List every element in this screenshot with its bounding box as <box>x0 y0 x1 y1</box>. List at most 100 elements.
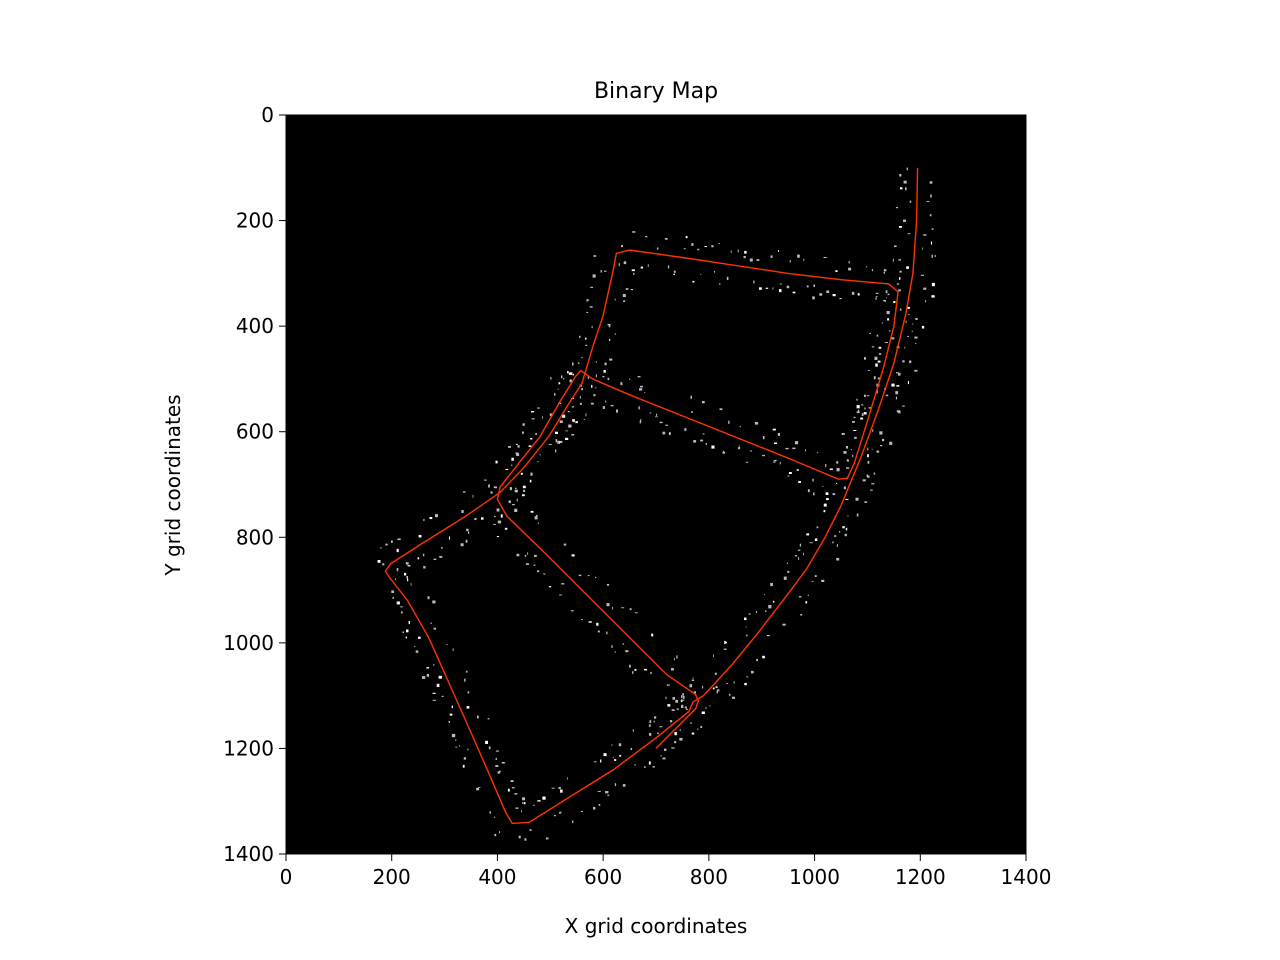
noise-point <box>571 406 574 408</box>
noise-point <box>508 500 511 504</box>
noise-point <box>816 452 819 454</box>
noise-point <box>501 762 505 764</box>
noise-point <box>600 759 602 763</box>
noise-point <box>856 398 858 401</box>
noise-point <box>589 306 593 308</box>
noise-point <box>602 376 605 378</box>
noise-point <box>571 554 575 557</box>
noise-point <box>494 516 496 518</box>
noise-point <box>692 677 694 679</box>
noise-point <box>400 606 403 608</box>
noise-point <box>887 293 890 296</box>
noise-point <box>572 362 574 366</box>
noise-point <box>914 336 918 339</box>
noise-point <box>585 344 588 346</box>
noise-point <box>807 594 809 597</box>
noise-point <box>511 457 514 461</box>
noise-point <box>572 419 575 422</box>
noise-point <box>533 564 536 566</box>
noise-point <box>896 410 900 413</box>
noise-point <box>488 746 491 750</box>
noise-point <box>782 623 786 626</box>
noise-point <box>639 388 643 391</box>
noise-point <box>591 325 593 329</box>
noise-point <box>753 280 755 284</box>
noise-point <box>455 746 458 748</box>
noise-point <box>418 636 421 639</box>
noise-point <box>524 554 527 557</box>
noise-point <box>700 439 704 442</box>
noise-point <box>591 384 593 388</box>
x-tick-label: 400 <box>478 865 516 889</box>
noise-point <box>621 607 625 609</box>
noise-point <box>689 684 693 688</box>
noise-point <box>856 513 859 517</box>
noise-point <box>850 449 852 450</box>
noise-point <box>886 297 887 299</box>
noise-point <box>816 526 819 529</box>
noise-point <box>612 606 613 610</box>
noise-point <box>514 793 518 795</box>
noise-point <box>923 234 927 236</box>
noise-point <box>435 514 438 518</box>
noise-point <box>883 271 885 274</box>
noise-point <box>614 333 617 335</box>
noise-point <box>598 804 601 806</box>
x-axis: 0 200 400 600 800 1000 1200 1400 <box>280 854 1051 889</box>
noise-point <box>558 382 561 385</box>
noise-point <box>490 491 493 494</box>
noise-point <box>713 654 714 658</box>
noise-point <box>625 650 629 653</box>
noise-point <box>483 479 487 481</box>
noise-point <box>726 683 728 684</box>
noise-point <box>452 648 454 652</box>
noise-point <box>407 578 409 582</box>
noise-point <box>500 514 503 518</box>
noise-point <box>693 691 696 694</box>
noise-point <box>705 707 707 709</box>
noise-point <box>929 214 932 217</box>
noise-point <box>432 699 436 701</box>
noise-point <box>684 706 687 709</box>
noise-point <box>777 433 780 436</box>
noise-point <box>555 449 557 453</box>
noise-point <box>723 648 727 650</box>
noise-point <box>600 270 602 273</box>
noise-point <box>879 353 882 355</box>
noise-point <box>532 804 535 806</box>
noise-point <box>887 318 890 321</box>
noise-point <box>606 603 610 607</box>
noise-point <box>772 600 775 603</box>
noise-point <box>509 487 512 491</box>
noise-point <box>555 431 558 434</box>
noise-point <box>895 396 897 400</box>
noise-point <box>705 443 707 445</box>
noise-point <box>846 460 849 462</box>
noise-point <box>870 489 873 491</box>
noise-point <box>822 485 824 487</box>
noise-point <box>530 510 534 513</box>
noise-point <box>723 450 724 453</box>
noise-point <box>836 461 839 464</box>
noise-point <box>881 322 884 324</box>
noise-point <box>683 248 686 250</box>
noise-point <box>797 254 800 258</box>
noise-point <box>659 421 663 424</box>
x-tick-label: 1200 <box>895 865 946 889</box>
noise-point <box>847 515 849 517</box>
noise-point <box>433 558 437 560</box>
noise-point <box>684 428 687 431</box>
noise-point <box>842 526 845 529</box>
noise-point <box>811 581 814 583</box>
noise-point <box>867 461 870 464</box>
noise-point <box>406 576 408 579</box>
noise-point <box>667 704 671 707</box>
noise-point <box>861 404 864 406</box>
noise-point <box>603 753 607 757</box>
noise-point <box>522 494 525 497</box>
noise-point <box>714 672 717 675</box>
noise-point <box>575 421 578 424</box>
noise-point <box>623 300 626 302</box>
noise-point <box>515 452 518 455</box>
noise-point <box>821 579 825 582</box>
